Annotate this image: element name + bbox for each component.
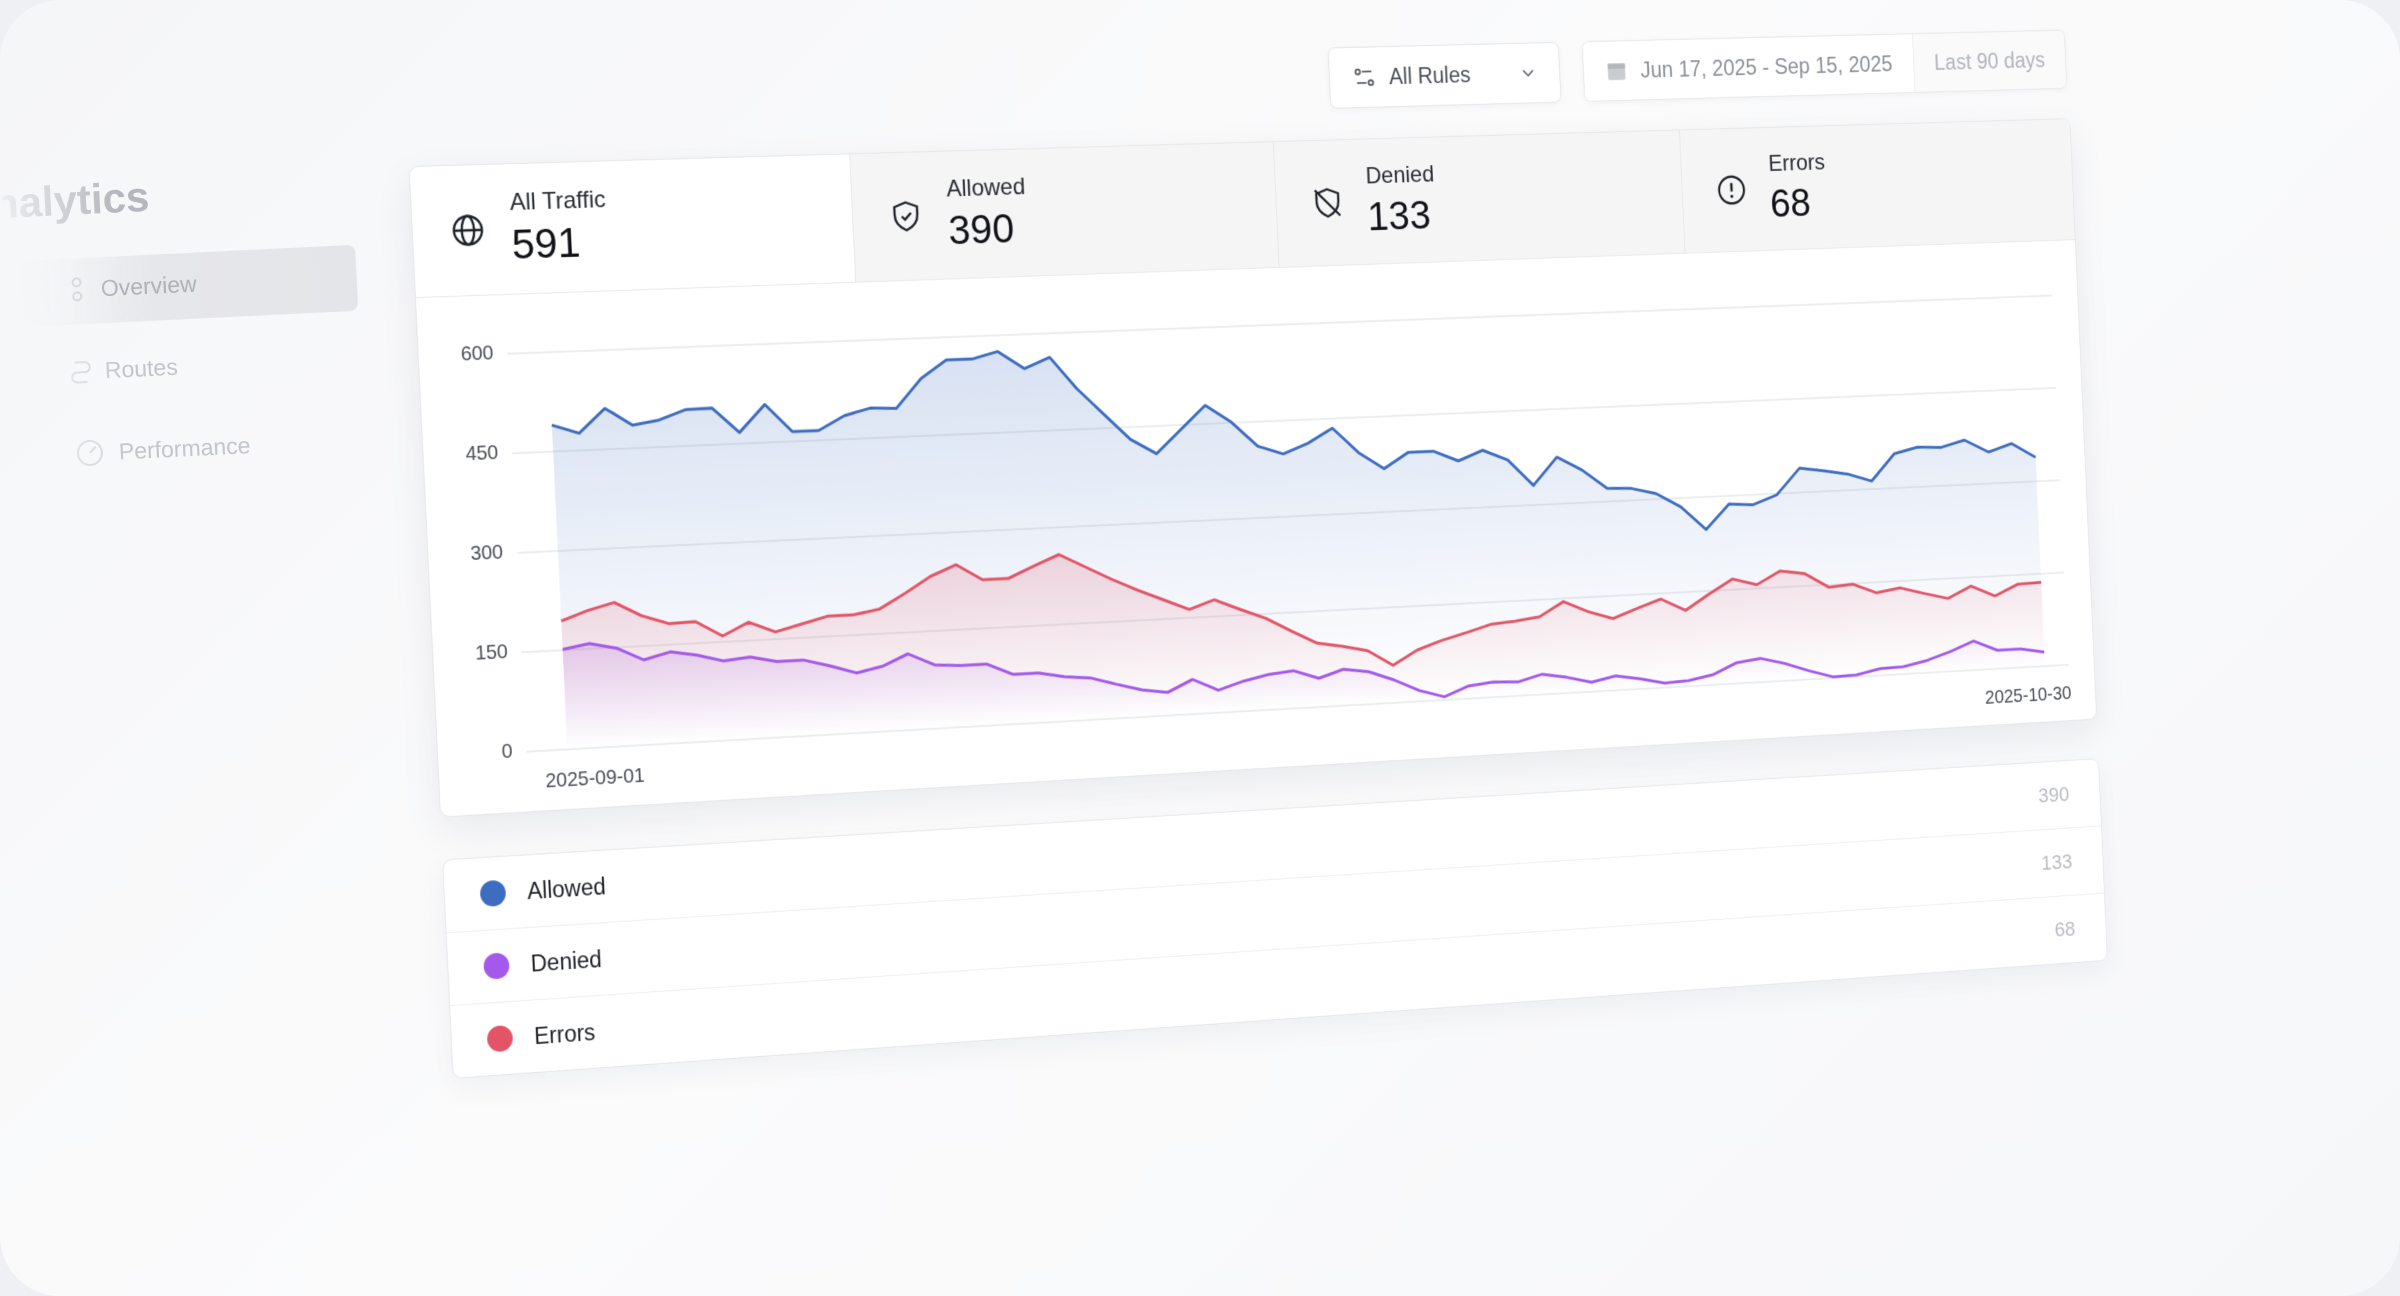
nav-icon xyxy=(71,277,83,302)
calendar-icon xyxy=(1607,63,1626,81)
y-tick-label: 450 xyxy=(465,442,499,465)
rules-icon xyxy=(1351,64,1378,91)
y-tick-label: 300 xyxy=(470,542,504,566)
series-total: 390 xyxy=(2037,782,2070,808)
series-name: Allowed xyxy=(526,872,607,904)
series-table: Allowed 390 Denied 133 Errors 68 xyxy=(442,758,2108,1079)
stat-tab[interactable]: All Traffic 591 xyxy=(409,154,856,298)
series-dot xyxy=(483,952,510,980)
date-preset[interactable]: Last 90 days xyxy=(1911,30,2067,92)
series-dot xyxy=(486,1024,514,1053)
date-range-label: Jun 17, 2025 - Sep 15, 2025 xyxy=(1639,51,1893,82)
page-title: Analytics xyxy=(0,172,151,229)
date-picker: Jun 17, 2025 - Sep 15, 2025 Last 90 days xyxy=(1581,29,2068,102)
shield-off-icon xyxy=(1310,185,1344,221)
shield-icon xyxy=(888,198,924,234)
stat-value: 68 xyxy=(1769,180,1812,226)
stat-value: 591 xyxy=(510,218,582,268)
grid-line xyxy=(507,296,2052,354)
nav-icon xyxy=(76,439,103,466)
globe-icon xyxy=(449,212,486,249)
stat-value: 390 xyxy=(947,205,1016,254)
stat-label: Allowed xyxy=(945,173,1026,203)
stat-label: All Traffic xyxy=(509,186,607,217)
filters: All Rules Jun 17, 2025 - Sep 15, 2025 La… xyxy=(1327,29,2068,109)
stat-label: Errors xyxy=(1767,149,1826,177)
alert-icon xyxy=(1715,173,1748,208)
y-tick-label: 150 xyxy=(475,641,509,665)
stat-value: 133 xyxy=(1366,192,1432,239)
sidebar: Analytics Overview Routes Performance xyxy=(0,131,400,569)
series-name: Errors xyxy=(533,1018,596,1049)
date-preset-label: Last 90 days xyxy=(1933,47,2046,75)
stat-tab[interactable]: Allowed 390 xyxy=(849,142,1279,282)
date-range[interactable]: Jun 17, 2025 - Sep 15, 2025 xyxy=(1582,34,1915,101)
series-name: Denied xyxy=(530,945,603,977)
y-tick-label: 0 xyxy=(501,741,513,764)
chevron xyxy=(1518,62,1538,83)
nav-icon xyxy=(71,361,91,384)
nav-item[interactable]: Routes xyxy=(70,352,178,387)
rules-label: All Rules xyxy=(1388,61,1472,89)
y-tick-label: 600 xyxy=(460,343,494,366)
series-dot xyxy=(479,879,507,908)
nav-item[interactable]: Performance xyxy=(74,430,251,469)
traffic-card: All Traffic 591 Allowed 390 Denied 133 Erro… xyxy=(408,118,2098,818)
nav-label: Routes xyxy=(104,353,179,383)
dashboard: All Rules Jun 17, 2025 - Sep 15, 2025 La… xyxy=(404,29,2109,1149)
nav-item[interactable]: Overview xyxy=(66,269,197,305)
x-tick-label: 2025-10-30 xyxy=(1985,683,2072,708)
line-chart: 0 150 300 450 600 2025-09-01 2025-10-30 xyxy=(460,239,2072,793)
stat-tab[interactable]: Denied 133 xyxy=(1272,130,1685,268)
stats-row: All Traffic 591 Allowed 390 Denied 133 Erro… xyxy=(409,119,2075,299)
stat-tab[interactable]: Errors 68 xyxy=(1678,119,2075,253)
nav-label: Overview xyxy=(100,270,198,301)
series-total: 68 xyxy=(2054,916,2076,942)
nav-label: Performance xyxy=(118,431,251,465)
stat-label: Denied xyxy=(1365,161,1435,190)
series-total: 133 xyxy=(2040,849,2073,875)
rules-dropdown[interactable]: All Rules xyxy=(1327,41,1562,109)
x-tick-label: 2025-09-01 xyxy=(545,765,645,793)
